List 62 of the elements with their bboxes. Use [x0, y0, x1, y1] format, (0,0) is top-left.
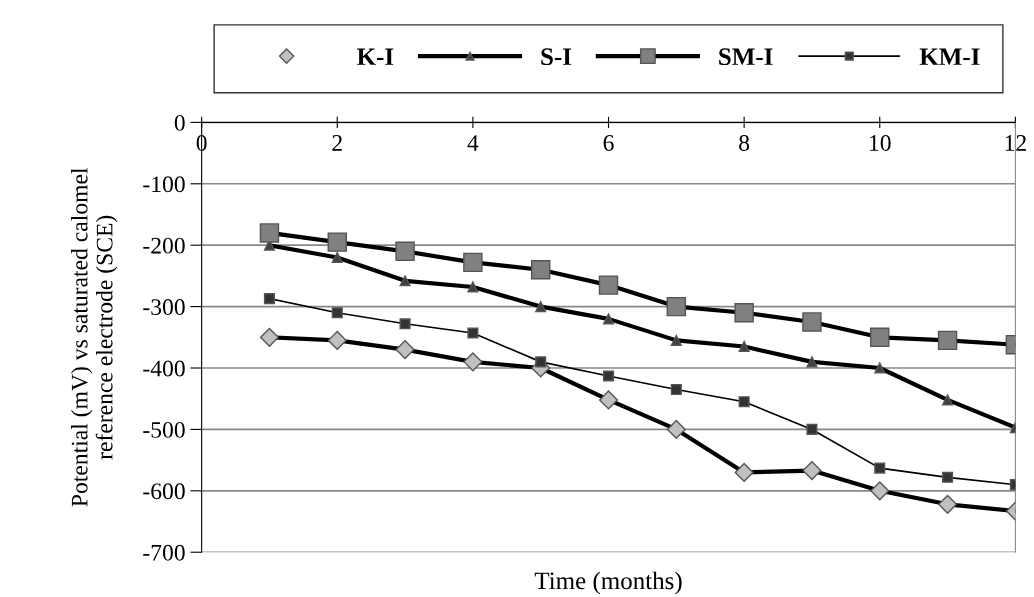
- y-tick-label: -200: [143, 237, 185, 254]
- x-tick-label: 10: [870, 134, 891, 151]
- point: [598, 275, 619, 295]
- point: [463, 352, 483, 372]
- x-tick-label: 6: [603, 135, 614, 151]
- point: [535, 356, 547, 368]
- point: [870, 327, 890, 348]
- point: [734, 462, 754, 482]
- point: [670, 383, 682, 396]
- point: [666, 296, 687, 317]
- point: [937, 330, 958, 351]
- point: [598, 390, 619, 410]
- point: [395, 241, 415, 262]
- point: [399, 275, 411, 287]
- point: [670, 334, 682, 346]
- point: [530, 260, 551, 280]
- point: [395, 340, 415, 360]
- text: K-I: [357, 48, 394, 65]
- point: [806, 356, 818, 368]
- point: [942, 471, 954, 483]
- y-tick-label: -600: [143, 483, 185, 500]
- x-tick-label: 2: [332, 135, 342, 151]
- point: [263, 293, 275, 305]
- legend-label: KM-I: [919, 48, 980, 65]
- point: [802, 461, 822, 481]
- point: [870, 481, 890, 501]
- point: [738, 396, 750, 408]
- point: [938, 494, 958, 514]
- y-tick-label: -500: [143, 421, 185, 438]
- y-tick-label: -700: [143, 544, 185, 561]
- point: [874, 362, 886, 374]
- point: [738, 340, 750, 353]
- point: [399, 318, 411, 330]
- legend-label: SM-I: [719, 48, 773, 66]
- x-axis-title: Time (months): [534, 571, 682, 595]
- point: [734, 303, 754, 323]
- y-tick-label: 0: [174, 114, 185, 131]
- y-tick-label: -400: [143, 360, 185, 377]
- point: [467, 281, 479, 293]
- point: [327, 232, 347, 252]
- point: [331, 307, 343, 319]
- x-tick-label: 8: [739, 134, 750, 151]
- point: [259, 223, 280, 243]
- point: [327, 330, 347, 350]
- point: [535, 301, 547, 313]
- point: [602, 313, 615, 325]
- point: [942, 394, 954, 406]
- point: [802, 312, 822, 332]
- x-tick-label: 4: [467, 135, 479, 151]
- point: [331, 251, 343, 264]
- legend-label: S-I: [541, 48, 572, 66]
- y-tick-label: -100: [143, 176, 185, 193]
- y-tick-label: -300: [143, 299, 185, 316]
- point: [806, 423, 818, 435]
- point: [874, 462, 886, 474]
- point: [666, 419, 686, 439]
- x-tick-label: 12: [1005, 135, 1026, 151]
- point: [463, 252, 483, 273]
- y-axis-title: Potential (mV) vs saturated calomel reference electrode (SCE): [70, 167, 118, 507]
- point: [259, 327, 279, 347]
- point: [467, 327, 479, 339]
- point: [602, 370, 615, 382]
